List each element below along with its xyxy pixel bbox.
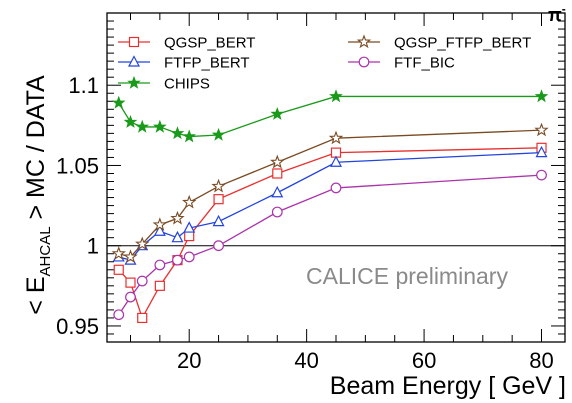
data-point-chips [135,119,150,133]
data-point-qgsp-bert [184,230,195,242]
data-point-chips [534,89,549,103]
y-tick-label: 0.95 [56,314,99,339]
data-point-ftf-bic [536,169,547,181]
plot-area: 20 40 60 80 0.95 1 1.05 1.1 [56,12,566,373]
data-point-qgsp-ftfp-bert [328,130,344,145]
data-point-chips [182,129,197,143]
legend-marker-ftfp-bert [128,55,140,67]
data-point-ftfp-bert [212,214,225,227]
data-point-qgsp-bert [113,264,124,275]
data-point-qgsp-bert [137,312,148,324]
legend-marker-ftf-bic [358,56,370,68]
data-point-ftf-bic [136,275,148,287]
data-point-chips [111,95,126,109]
legend-label-ftf-bic: FTF_BIC [394,55,455,72]
data-point-ftf-bic [183,251,195,263]
data-point-qgsp-ftfp-bert [111,246,126,260]
x-tick-label: 60 [412,348,436,373]
data-point-ftf-bic [271,206,283,218]
x-tick-label: 80 [529,348,553,373]
legend: QGSP_BERT FTFP_BERT CHIPS QGSP_FTFP_BERT FTF… [118,34,531,93]
y-axis-label: < EAHCAL > MC / DATA [22,75,54,315]
data-point-qgsp-bert [125,277,136,288]
data-point-ftf-bic [172,254,183,266]
data-point-qgsp-ftfp-bert [270,154,285,169]
data-point-chips [329,89,343,103]
series-line-chips [118,95,542,138]
data-point-chips [153,119,167,133]
data-point-qgsp-ftfp-bert [211,178,226,193]
data-point-qgsp-ftfp-bert [152,217,168,231]
x-axis-label: Beam Energy [ GeV ] [330,372,566,400]
legend-marker-chips [127,75,141,89]
data-point-qgsp-bert [213,194,224,205]
data-point-qgsp-bert [272,168,283,179]
data-point-ftfp-bert [153,224,166,236]
data-point-qgsp-ftfp-bert [534,122,549,137]
legend-marker-qgsp-bert [128,36,140,48]
y-tick-label: 1.05 [56,153,99,178]
legend-marker-qgsp-ftfp-bert [356,34,372,49]
data-point-chips [123,114,138,128]
data-point-ftfp-bert [535,145,548,158]
legend-label-qgsp-ftfp-bert: QGSP_FTFP_BERT [394,35,531,52]
data-point-chips [170,126,185,140]
legend-label-qgsp-bert: QGSP_BERT [164,35,255,52]
data-point-ftfp-bert [171,230,184,243]
particle-label: π- [548,2,566,25]
x-tick-label: 40 [294,348,318,373]
series-line-qgsp-ftfp-bert [118,129,542,258]
legend-label-ftfp-bert: FTFP_BERT [164,55,250,72]
data-point-ftfp-bert [330,155,342,167]
data-point-chips [211,127,226,141]
x-tick-label: 20 [177,348,201,373]
data-point-qgsp-ftfp-bert [181,194,197,209]
data-point-chips [270,106,285,120]
data-point-qgsp-ftfp-bert [123,249,138,264]
data-point-ftfp-bert [183,221,196,233]
y-tick-label: 1.1 [68,73,99,98]
legend-label-chips: CHIPS [164,76,210,93]
data-point-qgsp-ftfp-bert [170,210,185,225]
series-line-ftfp-bert [118,151,542,261]
data-point-ftf-bic [154,259,166,271]
data-point-qgsp-ftfp-bert [135,236,150,251]
chart-annotation: CALICE preliminary [306,263,508,289]
data-point-ftfp-bert [271,185,284,198]
y-tick-label: 1 [87,234,99,259]
series-line-ftf-bic [118,174,542,316]
data-point-ftf-bic [113,309,125,321]
data-point-ftf-bic [330,182,342,194]
series-line-qgsp-bert [118,147,542,320]
data-point-ftf-bic [125,291,136,303]
data-point-qgsp-bert [154,280,165,291]
data-point-ftf-bic [213,240,224,252]
